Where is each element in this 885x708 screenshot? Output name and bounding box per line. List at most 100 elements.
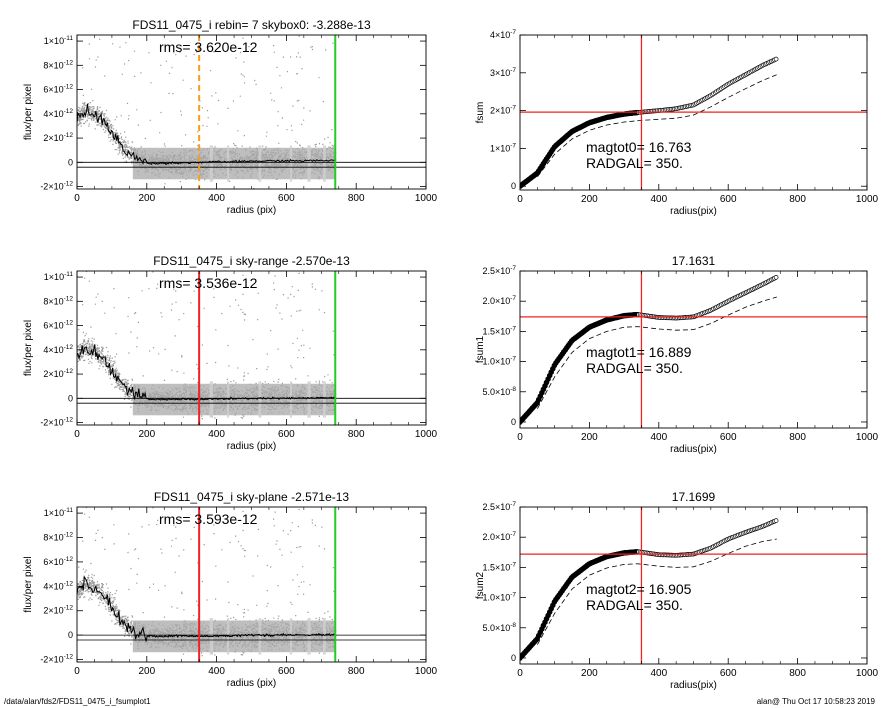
axes-frame — [519, 270, 868, 429]
x-tick-label: 400 — [650, 668, 667, 679]
x-tick-label: 0 — [517, 194, 523, 205]
x-axis-label: radius(pix) — [670, 206, 717, 217]
rms-annotation: rms= 3.593e-12 — [159, 511, 258, 527]
x-axis-label: radius (pix) — [227, 205, 276, 216]
x-tick-label: 0 — [74, 429, 80, 440]
y-axis-label: fsum2 — [475, 571, 486, 599]
stripe-5 — [323, 381, 326, 418]
panel-1: 0 200 400 600 800 1000 1×10-11 8×10-12 6×10-12 4×… — [23, 18, 438, 216]
y-axis-label: flux/per pixel — [23, 556, 34, 612]
y-tick-label: -2×10-12 — [40, 181, 73, 192]
y-tick-label: 1.0×10-7 — [482, 592, 516, 603]
y-tick-label: 1.5×10-7 — [482, 325, 516, 336]
panel-4: 0 200 400 600 800 1000 2.5×10-7 2.0×10-7 1.5×10-… — [475, 254, 879, 455]
x-tick-label: 200 — [138, 193, 155, 204]
x-tick-label: 0 — [74, 666, 80, 677]
dashed-curve — [537, 74, 777, 178]
y-axis-label: flux/per pixel — [23, 84, 34, 140]
panel-2: 0 200 400 600 800 1000 4×10-7 3×10-7 2×10-7 1×10-… — [475, 29, 879, 217]
y-tick-label: 1×10-11 — [44, 35, 74, 46]
y-tick-label: 1×10-11 — [44, 271, 74, 282]
y-tick-label: 2×10-7 — [490, 105, 516, 116]
footer-file-path: /data/alan/fds2/FDS11_0475_i_fsumplot1 — [4, 697, 151, 706]
x-tick-label: 1000 — [415, 193, 438, 204]
stripe-2 — [258, 381, 262, 418]
y-tick-label: 2.5×10-7 — [482, 501, 516, 512]
panel-title: FDS11_0475_i sky-range -2.570e-13 — [153, 254, 350, 268]
x-tick-label: 400 — [208, 193, 225, 204]
y-tick-label: 6×10-12 — [43, 320, 73, 331]
magnitude-annotation-1: RADGAL= 350. — [586, 360, 683, 376]
y-tick-label: 1×10-7 — [490, 142, 516, 153]
y-tick-label: 4×10-12 — [43, 344, 73, 355]
rms-annotation: rms= 3.536e-12 — [159, 275, 258, 291]
x-tick-label: 200 — [581, 432, 598, 443]
x-tick-label: 600 — [278, 666, 295, 677]
y-tick-label: 8×10-12 — [43, 59, 73, 70]
panel-title: FDS11_0475_i sky-plane -2.571e-13 — [154, 490, 350, 504]
stripe-3 — [289, 618, 292, 655]
stripe-5 — [323, 145, 326, 182]
y-tick-label: 1.5×10-7 — [482, 561, 516, 572]
stripe-3 — [289, 381, 292, 418]
stripe-4 — [307, 618, 311, 655]
x-tick-label: 1000 — [856, 194, 879, 205]
stripe-0 — [209, 145, 214, 182]
y-tick-label: -2×10-12 — [40, 654, 73, 665]
x-tick-label: 600 — [720, 194, 737, 205]
data-marker — [773, 275, 779, 280]
panel-3: 0 200 400 600 800 1000 1×10-11 8×10-12 6×10-12 4×… — [23, 254, 438, 452]
y-tick-label: 5.0×10-8 — [482, 386, 516, 397]
plot-area — [520, 35, 867, 190]
y-axis-label: fsum — [475, 102, 486, 124]
stripe-4 — [307, 381, 311, 418]
y-tick-label: 2.0×10-7 — [482, 531, 516, 542]
x-tick-label: 0 — [74, 193, 80, 204]
panel-6: 0 200 400 600 800 1000 2.5×10-7 2.0×10-7 1.5×10-… — [475, 490, 879, 691]
x-tick-label: 800 — [348, 193, 365, 204]
x-axis-label: radius (pix) — [227, 441, 276, 452]
y-tick-label: 4×10-12 — [43, 580, 73, 591]
x-axis-label: radius(pix) — [670, 444, 717, 455]
y-tick-label: 0 — [68, 393, 73, 403]
y-axis-label: fsum1 — [475, 335, 486, 363]
panel-5: 0 200 400 600 800 1000 1×10-11 8×10-12 6×10-12 4×… — [23, 490, 438, 689]
stripe-5 — [323, 618, 326, 655]
magnitude-annotation-0: magtot1= 16.889 — [586, 344, 692, 360]
x-tick-label: 1000 — [856, 668, 879, 679]
y-tick-label: 8×10-12 — [43, 532, 73, 543]
panel-title: 17.1699 — [672, 490, 716, 504]
x-tick-label: 800 — [789, 194, 806, 205]
y-tick-label: 6×10-12 — [43, 556, 73, 567]
x-tick-label: 800 — [789, 432, 806, 443]
x-tick-label: 200 — [138, 666, 155, 677]
y-tick-label: 6×10-12 — [43, 84, 73, 95]
x-tick-label: 600 — [278, 193, 295, 204]
data-marker — [773, 518, 779, 523]
axes-frame — [519, 506, 868, 665]
plot-area — [520, 271, 867, 428]
y-tick-label: 0 — [68, 630, 73, 640]
stripe-1 — [227, 145, 230, 182]
x-tick-label: 200 — [581, 194, 598, 205]
y-tick-label: 2×10-12 — [43, 368, 73, 379]
x-tick-label: 600 — [720, 432, 737, 443]
y-tick-label: 0 — [511, 417, 516, 427]
data-marker — [773, 56, 779, 62]
x-tick-label: 200 — [581, 668, 598, 679]
magnitude-annotation-0: magtot2= 16.905 — [586, 581, 692, 597]
stripe-3 — [289, 145, 292, 182]
x-tick-label: 400 — [208, 429, 225, 440]
magnitude-annotation-1: RADGAL= 350. — [586, 597, 683, 613]
y-tick-label: 2.5×10-7 — [482, 265, 516, 276]
x-tick-label: 800 — [348, 429, 365, 440]
panel-title: 17.1631 — [672, 254, 716, 268]
x-tick-label: 600 — [720, 668, 737, 679]
x-tick-label: 0 — [517, 668, 523, 679]
y-tick-label: 4×10-7 — [490, 29, 516, 40]
x-tick-label: 1000 — [856, 432, 879, 443]
x-tick-label: 0 — [517, 432, 523, 443]
magnitude-annotation-0: magtot0= 16.763 — [586, 139, 692, 155]
y-tick-label: 0 — [511, 181, 516, 191]
magnitude-annotation-1: RADGAL= 350. — [586, 155, 683, 171]
